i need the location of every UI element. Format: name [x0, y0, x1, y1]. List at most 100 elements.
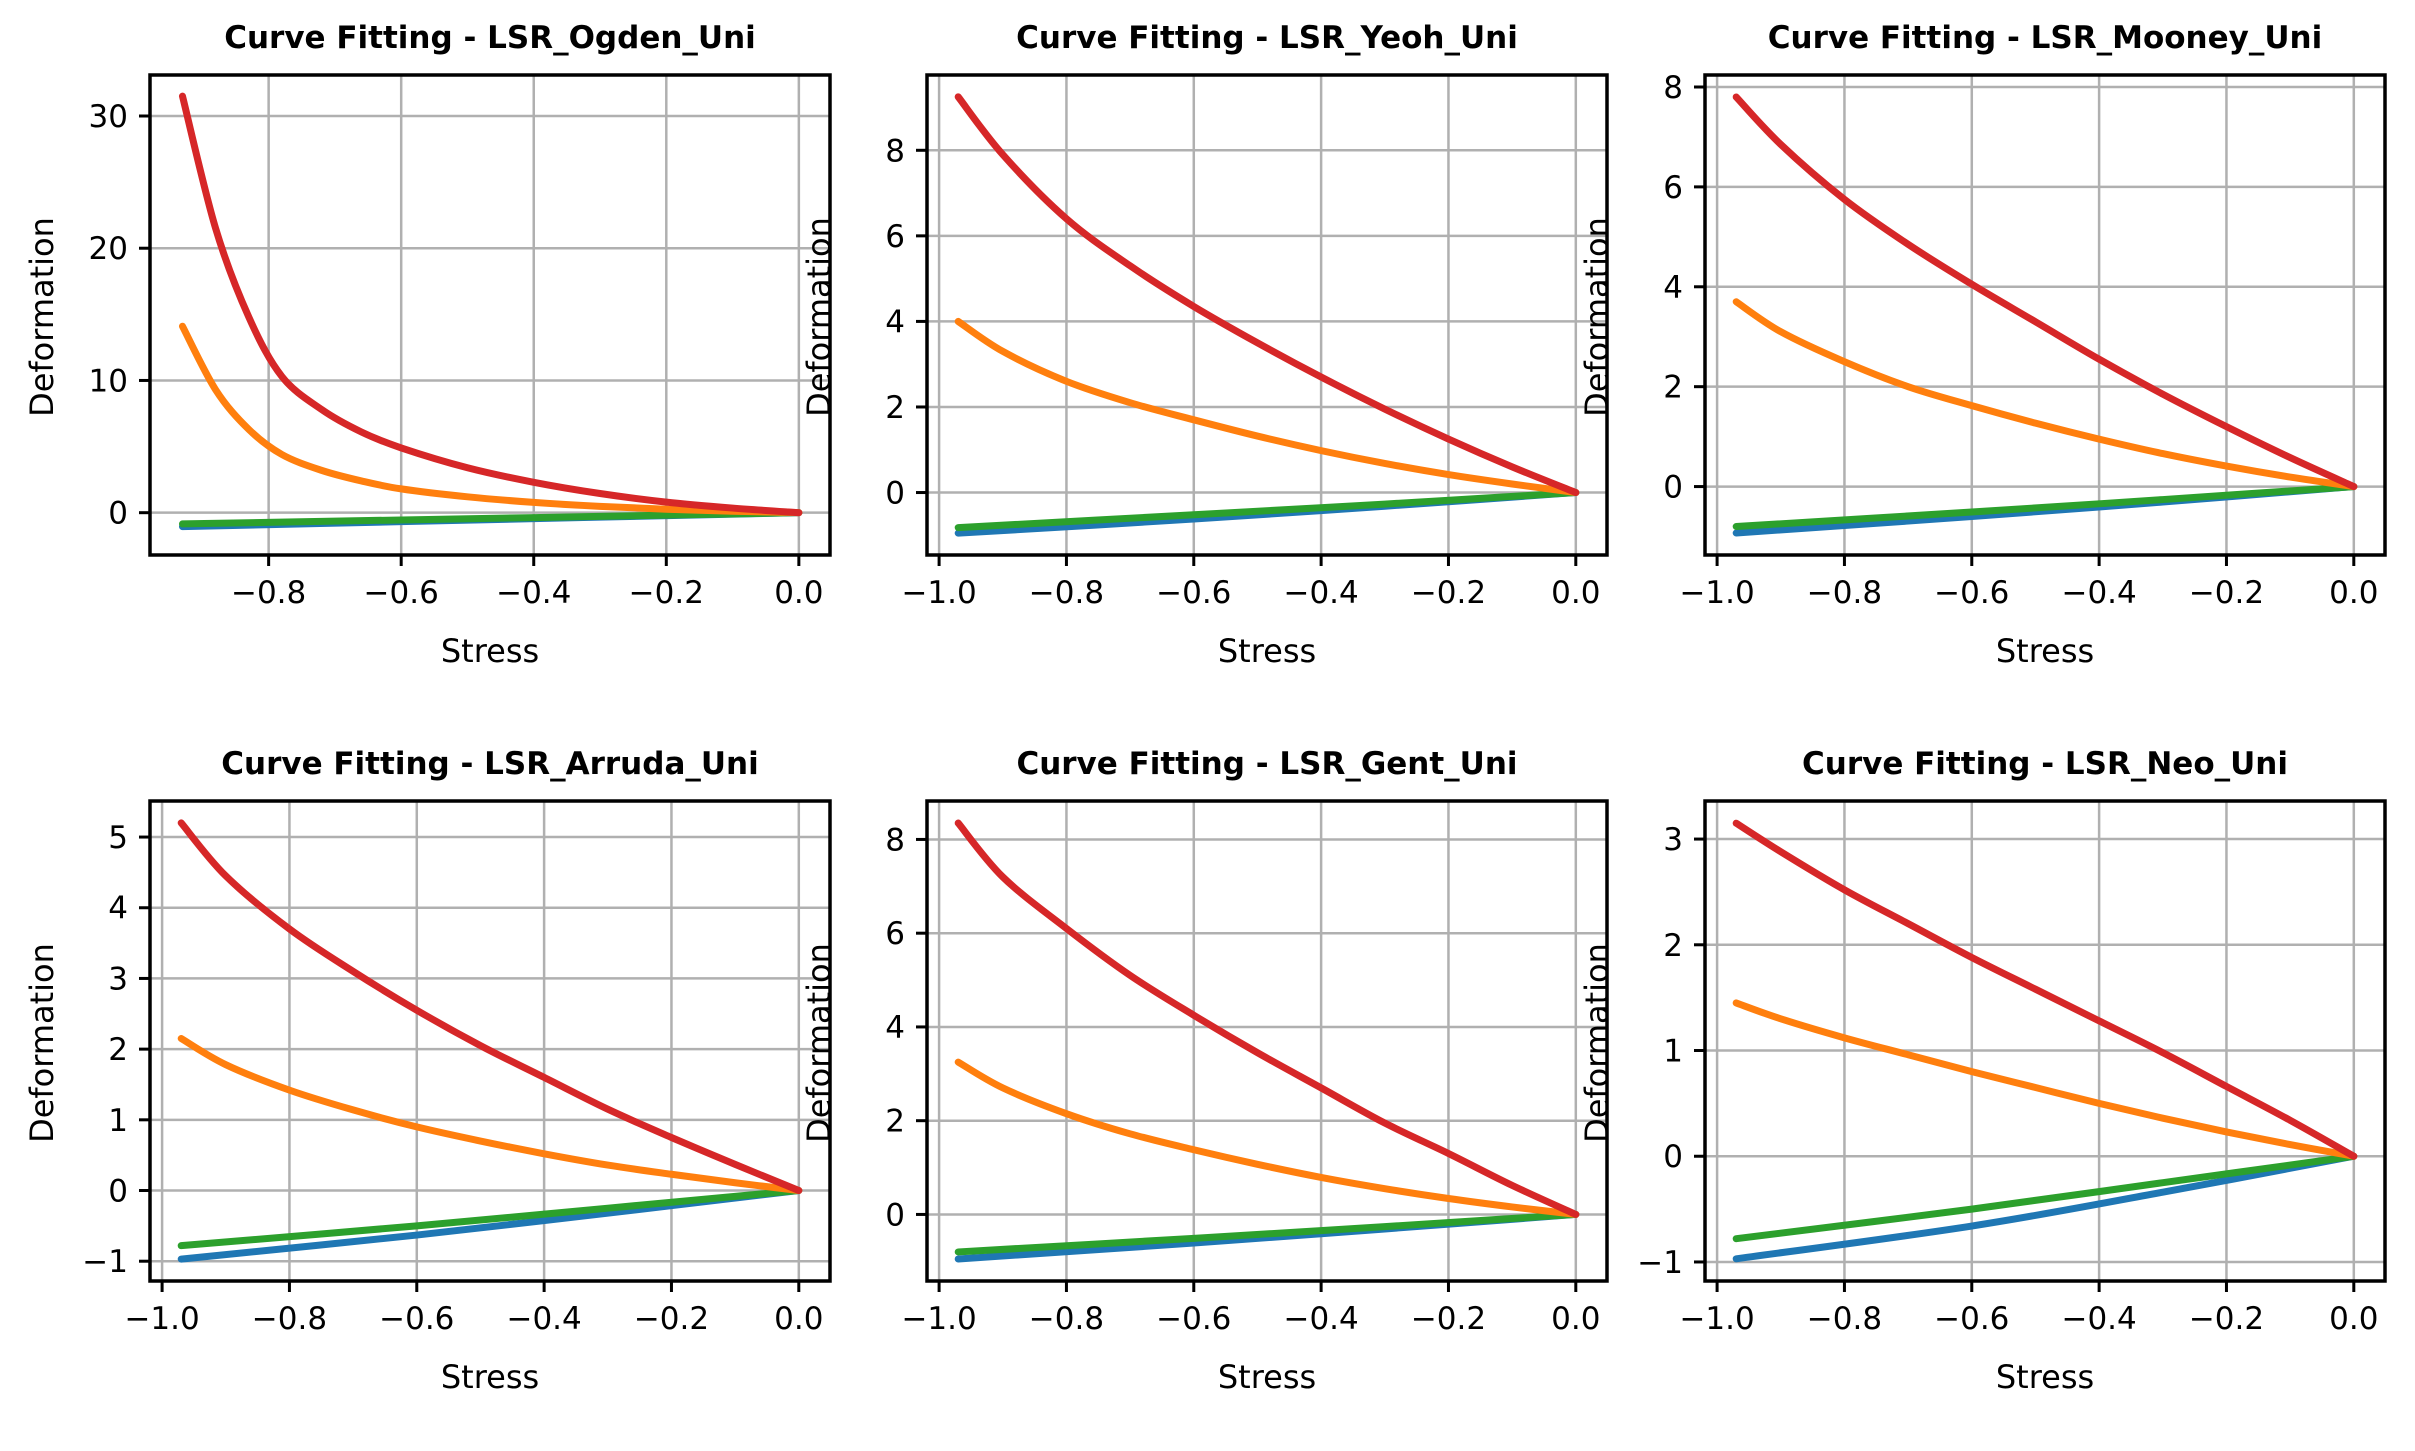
y-tick-label: 0 [885, 1197, 905, 1233]
y-tick-label: 8 [885, 822, 905, 858]
y-tick-label: 2 [885, 1104, 905, 1140]
y-tick-label: 4 [108, 891, 128, 927]
curve-fit-orange [954, 317, 1580, 497]
x-tick-label: −0.8 [1807, 575, 1882, 611]
y-tick-label: 3 [1663, 822, 1683, 858]
x-axis-label: Stress [440, 632, 540, 670]
plot-title: Curve Fitting - LSR_Gent_Uni [1016, 746, 1518, 782]
x-tick-label: 0.0 [1551, 575, 1600, 611]
y-tick-label: 0 [108, 496, 128, 532]
y-tick-label: 3 [108, 961, 128, 997]
x-axis-label: Stress [1995, 632, 2095, 670]
y-tick-label: 8 [1663, 70, 1683, 106]
x-tick-label: 0.0 [2329, 1301, 2378, 1337]
subplot-arruda: Curve Fitting - LSR_Arruda_Uni Deformati… [0, 726, 860, 1451]
curve-fit-green [177, 1187, 803, 1250]
x-axis-label: Stress [1217, 1358, 1317, 1396]
x-tick-label: 0.0 [1551, 1301, 1600, 1337]
curve-fit-orange [1732, 298, 2358, 491]
x-axis-label: Stress [1217, 632, 1317, 670]
y-tick-label: 2 [108, 1032, 128, 1068]
x-tick-label: 0.0 [774, 575, 823, 611]
axes-spines [925, 73, 1609, 557]
x-tick-label: −1.0 [901, 575, 976, 611]
curve-fit-orange [178, 322, 803, 517]
curve-fit-green [954, 489, 1580, 532]
axes-spines [1703, 799, 2387, 1283]
x-tick-label: −0.6 [1156, 1301, 1231, 1337]
subplot-mooney: Curve Fitting - LSR_Mooney_Uni Deformati… [1555, 0, 2415, 725]
curve-fit-red [954, 819, 1580, 1218]
x-tick-label: 0.0 [2329, 575, 2378, 611]
x-tick-label: −1.0 [124, 1301, 199, 1337]
x-tick-label: 0.0 [774, 1301, 823, 1337]
x-tick-label: −1.0 [1679, 575, 1754, 611]
gridlines [927, 801, 1607, 1281]
x-tick-label: −1.0 [1679, 1301, 1754, 1337]
x-tick-label: −1.0 [901, 1301, 976, 1337]
plot-title: Curve Fitting - LSR_Ogden_Uni [224, 20, 756, 56]
gridlines [1705, 801, 2385, 1281]
x-tick-label: −0.6 [1156, 575, 1231, 611]
gridlines [1705, 75, 2385, 555]
plot-title: Curve Fitting - LSR_Mooney_Uni [1767, 20, 2323, 56]
axis-ticks: −0.8 −0.6 −0.4 −0.2 0.0 0 10 20 30 [89, 99, 824, 611]
curve-fit-green [954, 1210, 1580, 1256]
curve-fit-green [1732, 483, 2358, 531]
y-tick-label: 2 [885, 390, 905, 426]
axis-ticks: −1.0 −0.8 −0.6 −0.4 −0.2 0.0 −1 0 1 2 3 4 5 [82, 820, 823, 1337]
axes-spines [925, 799, 1609, 1283]
subplot-gent: Curve Fitting - LSR_Gent_Uni Deformation… [777, 726, 1637, 1451]
x-tick-label: −0.2 [629, 575, 704, 611]
x-tick-label: −0.2 [1411, 575, 1486, 611]
y-tick-label: 1 [1663, 1034, 1683, 1070]
x-tick-label: −0.4 [2061, 1301, 2136, 1337]
curve-fit-orange [1732, 999, 2358, 1160]
y-tick-label: −1 [1637, 1245, 1683, 1281]
curve-fit-blue [1732, 1152, 2358, 1263]
axes-spines [148, 799, 832, 1283]
subplot-yeoh: Curve Fitting - LSR_Yeoh_Uni Deformation… [777, 0, 1637, 725]
plot-title: Curve Fitting - LSR_Arruda_Uni [221, 746, 759, 782]
curve-fit-red [1732, 93, 2358, 491]
plot-area: −0.8 −0.6 −0.4 −0.2 0.0 0 10 20 30 [89, 73, 832, 611]
x-tick-label: −0.8 [1029, 1301, 1104, 1337]
y-tick-label: −1 [82, 1244, 128, 1280]
axis-ticks: −1.0 −0.8 −0.6 −0.4 −0.2 0.0 0 2 4 6 8 [1663, 70, 2378, 611]
subplot-ogden: Curve Fitting - LSR_Ogden_Uni Deformatio… [0, 0, 860, 725]
x-tick-label: −0.6 [364, 575, 439, 611]
x-tick-label: −0.2 [2189, 575, 2264, 611]
plot-area: −1.0 −0.8 −0.6 −0.4 −0.2 0.0 0 2 4 6 8 [885, 799, 1609, 1337]
x-tick-label: −0.2 [2189, 1301, 2264, 1337]
x-tick-label: −0.8 [1029, 575, 1104, 611]
gridlines [150, 75, 830, 555]
plot-area: −1.0 −0.8 −0.6 −0.4 −0.2 0.0 0 2 4 6 8 [1663, 70, 2387, 611]
x-tick-label: −0.4 [2061, 575, 2136, 611]
axis-ticks: −1.0 −0.8 −0.6 −0.4 −0.2 0.0 0 2 4 6 8 [885, 133, 1600, 611]
curve-fit-green [1732, 1152, 2358, 1243]
y-tick-label: 4 [1663, 270, 1683, 306]
curve-fit-red [1732, 819, 2358, 1160]
x-axis-label: Stress [1995, 1358, 2095, 1396]
y-tick-label: 0 [108, 1174, 128, 1210]
x-tick-label: −0.4 [496, 575, 571, 611]
x-tick-label: −0.4 [506, 1301, 581, 1337]
y-tick-label: 8 [885, 133, 905, 169]
curve-fit-orange [177, 1035, 803, 1195]
x-axis-label: Stress [440, 1358, 540, 1396]
y-tick-label: 0 [1663, 1139, 1683, 1175]
y-tick-label: 20 [89, 231, 128, 267]
plot-area: −1.0 −0.8 −0.6 −0.4 −0.2 0.0 0 2 4 6 8 [885, 73, 1609, 611]
y-tick-label: 6 [1663, 170, 1683, 206]
curve-fit-orange [954, 1058, 1580, 1218]
y-tick-label: 30 [89, 99, 128, 135]
x-tick-label: −0.8 [231, 575, 306, 611]
curve-fit-red [178, 92, 803, 517]
y-tick-label: 1 [108, 1103, 128, 1139]
y-tick-label: 0 [885, 476, 905, 512]
axis-ticks: −1.0 −0.8 −0.6 −0.4 −0.2 0.0 0 2 4 6 8 [885, 822, 1600, 1337]
plot-area: −1.0 −0.8 −0.6 −0.4 −0.2 0.0 −1 0 1 2 3 4 5 [82, 799, 832, 1337]
x-tick-label: −0.6 [379, 1301, 454, 1337]
axes-spines [1703, 73, 2387, 557]
